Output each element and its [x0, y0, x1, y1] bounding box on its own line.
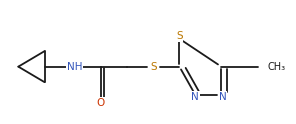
Text: N: N — [191, 92, 199, 102]
Text: O: O — [97, 98, 105, 108]
Text: S: S — [176, 31, 183, 41]
Text: S: S — [150, 62, 157, 72]
Text: N: N — [219, 92, 226, 102]
Text: CH₃: CH₃ — [267, 62, 285, 72]
Text: NH: NH — [67, 62, 82, 72]
